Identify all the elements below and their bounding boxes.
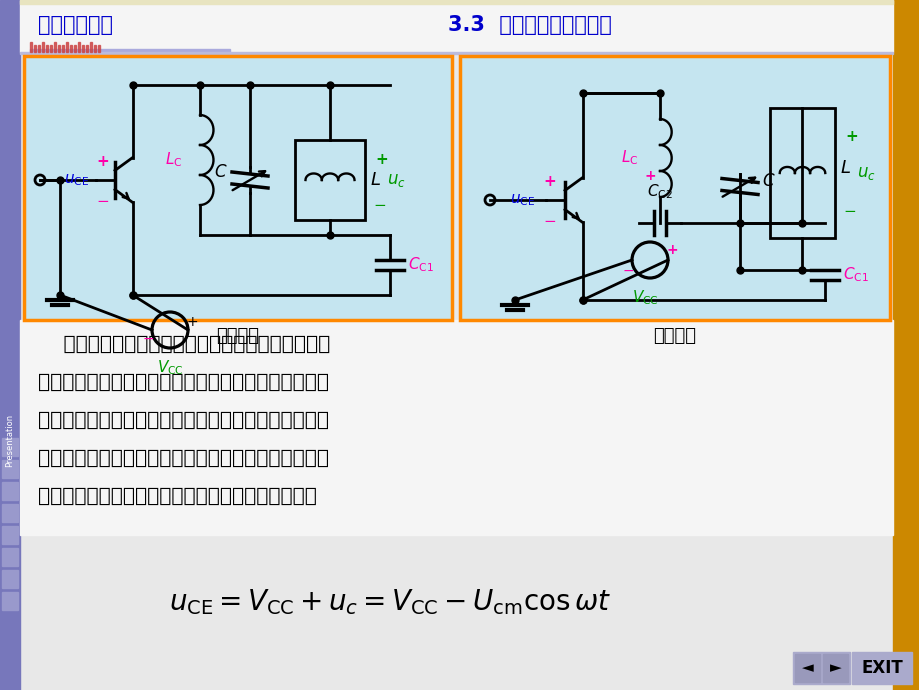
Bar: [82, 45, 84, 52]
Bar: [20, 0, 892, 52]
Bar: [54, 42, 56, 52]
Text: $-$: $-$: [842, 202, 856, 217]
Bar: [295, 140, 365, 220]
Text: $C_{\rm C2}$: $C_{\rm C2}$: [646, 182, 672, 201]
Bar: [794, 654, 819, 682]
Text: 高频电子线路: 高频电子线路: [38, 15, 113, 35]
Text: +: +: [643, 169, 655, 183]
Text: $-$: $-$: [96, 193, 109, 208]
Text: 源和谐振回路三部分串联，后者是指这三部分并联。但: 源和谐振回路三部分串联，后者是指这三部分并联。但: [38, 411, 329, 430]
Text: 电路形式，简称串馈与并馈。前者是指晶体管、直流电: 电路形式，简称串馈与并馈。前者是指晶体管、直流电: [38, 373, 329, 392]
Bar: [460, 56, 889, 320]
Text: $C$: $C$: [761, 172, 775, 190]
Text: $C$: $C$: [214, 163, 228, 181]
Bar: [78, 42, 80, 52]
Text: 3.3  谐振功率放大器电路: 3.3 谐振功率放大器电路: [448, 15, 611, 35]
Text: $u_{\mathrm{CE}}=V_{\mathrm{CC}}+u_c=V_{\mathrm{CC}}-U_{\mathrm{cm}}\cos\omega t: $u_{\mathrm{CE}}=V_{\mathrm{CC}}+u_c=V_{…: [169, 587, 610, 617]
Bar: [98, 45, 100, 52]
Text: $V_{\rm CC}$: $V_{\rm CC}$: [631, 288, 658, 306]
Text: +: +: [543, 175, 556, 190]
Text: $u_c$: $u_c$: [387, 171, 405, 189]
Bar: [74, 45, 76, 52]
Text: $V_{\rm CC}$: $V_{\rm CC}$: [156, 358, 183, 377]
Text: $-$: $-$: [372, 197, 386, 212]
Bar: [66, 42, 68, 52]
Bar: [892, 0, 919, 690]
Text: ◄: ◄: [801, 660, 813, 676]
Bar: [460, 56, 889, 320]
Bar: [30, 42, 32, 52]
Text: $u_{\rm CE}$: $u_{\rm CE}$: [510, 192, 535, 208]
Text: 直流馈电线路可分为串联馈电和并联馈电两种基本: 直流馈电线路可分为串联馈电和并联馈电两种基本: [38, 335, 330, 354]
Text: +: +: [665, 243, 677, 257]
Bar: [20, 320, 892, 535]
Text: $u_c$: $u_c$: [857, 164, 875, 182]
Bar: [94, 45, 96, 52]
Bar: [2, 438, 18, 456]
Bar: [2, 482, 18, 500]
Text: $L_{\rm C}$: $L_{\rm C}$: [165, 150, 182, 169]
Bar: [0, 0, 20, 690]
Text: EXIT: EXIT: [860, 659, 902, 677]
Text: 无论哪种电路形式，输出电压都是直流偏压与交流电压: 无论哪种电路形式，输出电压都是直流偏压与交流电压: [38, 449, 329, 468]
Bar: [24, 56, 451, 320]
Text: $L$: $L$: [369, 171, 380, 189]
Bar: [2, 504, 18, 522]
Bar: [20, 52, 892, 54]
Bar: [46, 45, 48, 52]
Bar: [70, 45, 72, 52]
Bar: [2, 526, 18, 544]
Text: $-$: $-$: [142, 331, 153, 345]
Bar: [34, 45, 36, 52]
Bar: [2, 592, 18, 610]
Bar: [30, 49, 230, 52]
Text: +: +: [844, 129, 857, 144]
Text: $-$: $-$: [621, 263, 633, 277]
Text: +: +: [375, 152, 387, 168]
Text: $L$: $L$: [839, 159, 850, 177]
Text: $u_{\rm CE}$: $u_{\rm CE}$: [64, 172, 89, 188]
Text: $L_{\rm C}$: $L_{\rm C}$: [620, 148, 637, 168]
Text: ►: ►: [829, 660, 841, 676]
Bar: [62, 45, 64, 52]
Bar: [58, 45, 60, 52]
Text: Presentation: Presentation: [6, 413, 15, 466]
Text: 串联迭加的。虽然电路结构形式不同，但都实现了：: 串联迭加的。虽然电路结构形式不同，但都实现了：: [38, 487, 316, 506]
Text: $C_{\rm C1}$: $C_{\rm C1}$: [407, 256, 434, 275]
Bar: [85, 45, 88, 52]
Text: +: +: [96, 155, 109, 170]
Bar: [792, 652, 849, 684]
Bar: [20, 0, 892, 4]
Bar: [42, 42, 44, 52]
Bar: [38, 45, 40, 52]
Bar: [90, 42, 92, 52]
Bar: [769, 108, 834, 238]
Text: $-$: $-$: [543, 213, 556, 228]
Bar: [50, 45, 52, 52]
Bar: [823, 654, 847, 682]
Text: 并馈电路: 并馈电路: [652, 327, 696, 345]
Text: +: +: [186, 315, 198, 329]
Text: 串馈电路: 串馈电路: [216, 327, 259, 345]
Text: $C_{\rm C1}$: $C_{\rm C1}$: [842, 266, 868, 284]
Bar: [851, 652, 911, 684]
Bar: [24, 56, 451, 320]
Bar: [2, 570, 18, 588]
Bar: [2, 548, 18, 566]
Bar: [2, 460, 18, 478]
